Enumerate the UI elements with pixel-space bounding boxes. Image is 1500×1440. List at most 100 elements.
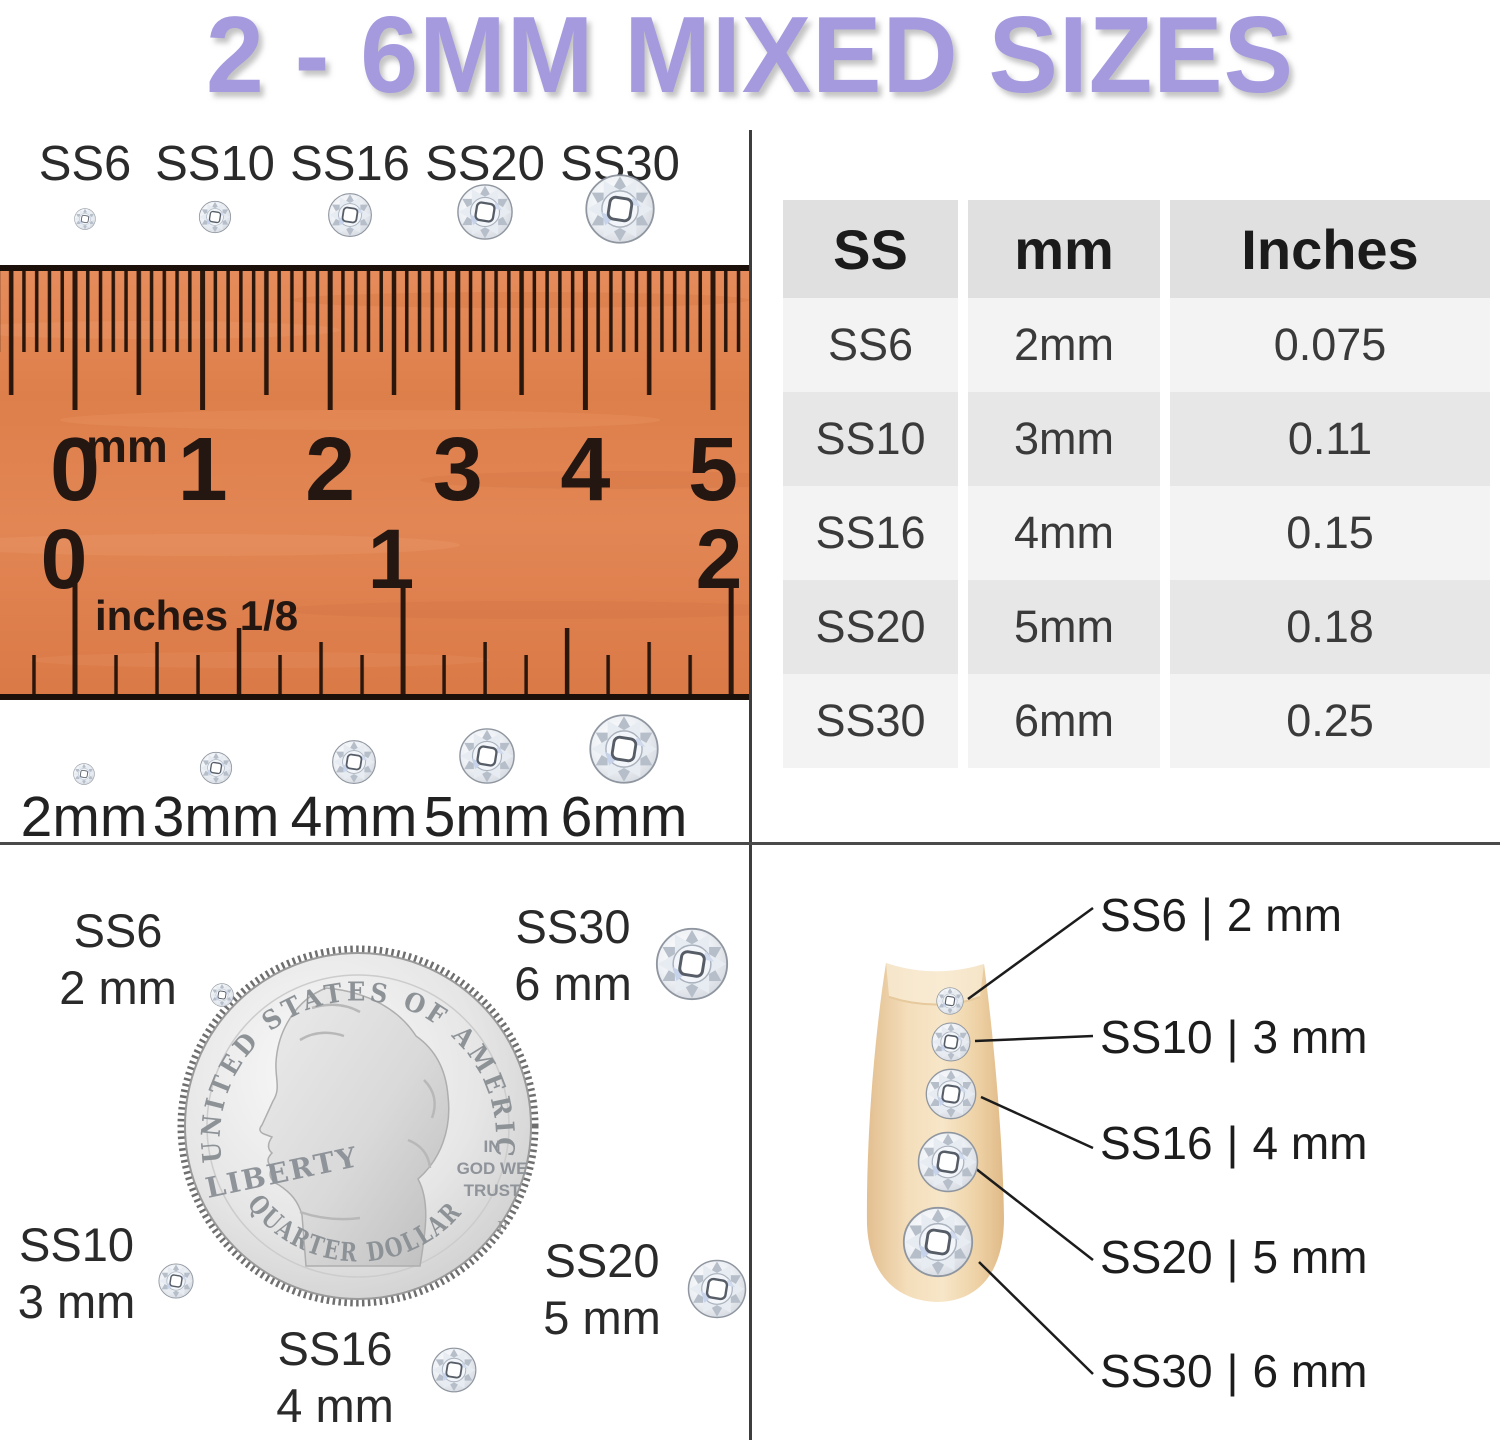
coin-label-ss16-name: SS16 (277, 1322, 393, 1375)
rhinestone-ss6-coin (210, 983, 234, 1007)
coin-label-ss10-name: SS10 (19, 1218, 134, 1271)
page-title: 2 - 6MM MIXED SIZES (205, 0, 1295, 116)
table-header-inches: Inches (1170, 200, 1490, 298)
rhinestone-5mm-bottom (458, 727, 516, 785)
coin-label-ss30-name: SS30 (515, 900, 631, 953)
table-cell: SS10 (783, 392, 958, 486)
table-cell: 6mm (968, 674, 1160, 768)
ruler-top-edge (0, 265, 750, 271)
table-cell: 0.25 (1170, 674, 1490, 768)
nail-label-ss30-size: 6 mm (1252, 1345, 1368, 1397)
nail-label-ss20-size: 5 mm (1252, 1231, 1368, 1283)
table-cell: 0.11 (1170, 392, 1490, 486)
ruler-bottom-edge (0, 694, 750, 700)
rhinestone-ss10-nail (931, 1022, 971, 1062)
rhinestone-ss20-top (456, 183, 514, 241)
size-label-ss10: SS10 (155, 137, 275, 191)
mm-label-6mm: 6mm (561, 785, 688, 843)
table-cell: 0.075 (1170, 298, 1490, 392)
nail-label-ss10-name: SS10 (1100, 1011, 1213, 1063)
nail-label-ss6: SS6 | 2 mm (1100, 890, 1342, 940)
coin-label-ss16-size: 4 mm (276, 1379, 394, 1432)
coin-comparison-panel: UNITED STATES OF AMERICA QUARTER DOLLAR … (0, 843, 747, 1393)
coin-motto-text: IN GOD WE TRUST (457, 1137, 528, 1200)
rhinestone-4mm-bottom (331, 739, 377, 785)
size-label-ss16: SS16 (290, 137, 410, 191)
nail-label-ss30-name: SS30 (1100, 1345, 1213, 1397)
table-header-mm: mm (968, 200, 1160, 298)
coin-label-ss20-size: 5 mm (543, 1291, 661, 1344)
ruler-inch-1: 1 (368, 512, 415, 606)
nail-panel (866, 906, 1094, 1375)
mm-label-2mm: 2mm (21, 785, 148, 843)
nail-tip (866, 963, 1004, 1302)
table-cell: 0.18 (1170, 580, 1490, 674)
rhinestone-ss10-top (198, 200, 232, 234)
nail-label-ss16-size: 4 mm (1252, 1117, 1368, 1169)
size-label-ss6: SS6 (39, 137, 132, 191)
coin-label-ss6-size: 2 mm (59, 961, 177, 1014)
ruler-mm-4: 4 (560, 420, 610, 520)
mm-label-4mm: 4mm (291, 785, 418, 843)
table-cell: 4mm (968, 486, 1160, 580)
coin-label-ss30: SS30 6 mm (488, 898, 658, 1012)
rhinestone-ss20-coin (687, 1259, 747, 1319)
rhinestone-ss30-top (584, 173, 656, 245)
rhinestone-ss10-coin (158, 1263, 194, 1299)
rhinestone-ss6-top (74, 208, 96, 230)
coin-label-ss16: SS16 4 mm (255, 1320, 415, 1434)
label-separator: | (1226, 1345, 1239, 1397)
hair-detail (299, 1003, 436, 1221)
label-separator: | (1200, 889, 1213, 941)
size-ruler-panel: SS6 SS10 SS16 SS20 SS30 (0, 137, 750, 843)
svg-text:TRUST: TRUST (464, 1181, 521, 1200)
table-cell: SS6 (783, 298, 958, 392)
ruler-mm-5: 5 (688, 420, 738, 520)
table-cell: 0.15 (1170, 486, 1490, 580)
ruler-inch-0: 0 (41, 512, 88, 606)
rhinestone-ss20-nail (917, 1131, 979, 1193)
ruler-mm-1: 1 (178, 420, 228, 520)
ruler-mm-0: 0 (50, 420, 100, 520)
washington-profile (259, 987, 450, 1267)
nail-label-ss16: SS16 | 4 mm (1100, 1118, 1367, 1168)
svg-text:GOD WE: GOD WE (457, 1159, 528, 1178)
label-separator: | (1226, 1117, 1239, 1169)
ruler-inch-unit: inches 1/8 (95, 592, 298, 639)
coin-label-ss6-name: SS6 (73, 904, 163, 957)
nail-label-ss6-size: 2 mm (1226, 889, 1342, 941)
rhinestone-ss30-coin (655, 927, 729, 1001)
rhinestone-ss16-coin (431, 1347, 477, 1393)
size-conversion-table: SS mm Inches SS6 2mm 0.075 SS10 3mm 0.11… (783, 200, 1490, 768)
coin-label-ss6: SS6 2 mm (38, 902, 198, 1016)
callout-lines (967, 906, 1094, 1375)
table-cell: SS30 (783, 674, 958, 768)
rhinestone-2mm-bottom (73, 763, 95, 785)
table-cell: 5mm (968, 580, 1160, 674)
mm-label-5mm: 5mm (424, 785, 551, 843)
coin-label-ss20-name: SS20 (544, 1234, 660, 1287)
rhinestone-ss16-nail (925, 1068, 977, 1120)
vertical-divider (749, 130, 752, 1440)
nail-label-ss10: SS10 | 3 mm (1100, 1012, 1367, 1062)
size-label-ss20: SS20 (425, 137, 545, 191)
rhinestone-ss6-nail (936, 987, 964, 1015)
nail-label-ss20-name: SS20 (1100, 1231, 1213, 1283)
cuticle-line (888, 996, 981, 1006)
ruler-mm-unit: mm (86, 420, 168, 472)
ruler-inch-2: 2 (696, 512, 743, 606)
ruler-mm-2: 2 (305, 420, 355, 520)
coin-label-ss10-size: 3 mm (17, 1275, 136, 1328)
table-cell: 3mm (968, 392, 1160, 486)
coin-label-ss10: SS10 3 mm (4, 1216, 149, 1330)
label-separator: | (1226, 1231, 1239, 1283)
label-separator: | (1226, 1011, 1239, 1063)
coin-label-ss20: SS20 5 mm (522, 1232, 682, 1346)
nail-label-ss16-name: SS16 (1100, 1117, 1213, 1169)
coin-mint-mark: P (497, 1218, 507, 1236)
ruler: mm 0 1 2 3 4 5 0 1 2 inches 1/8 (0, 265, 750, 700)
table-cell: SS20 (783, 580, 958, 674)
ruler-mm-3: 3 (433, 420, 483, 520)
rhinestone-ss16-top (327, 192, 373, 238)
